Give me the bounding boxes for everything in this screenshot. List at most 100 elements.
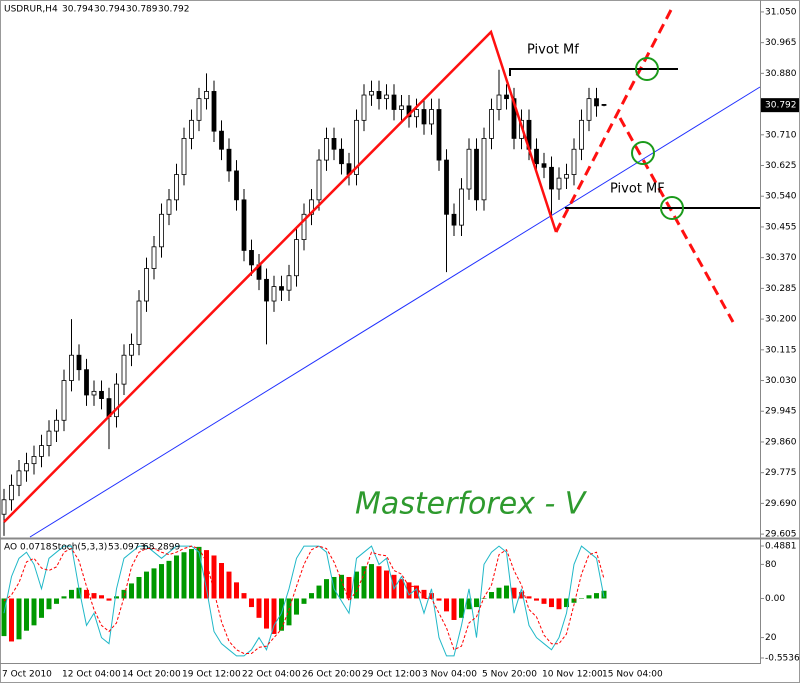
ao-bar	[421, 589, 427, 599]
ao-bar	[384, 570, 389, 599]
ao-bar	[91, 593, 97, 599]
candle-body	[466, 148, 472, 190]
y2-tick-label: 20	[765, 633, 777, 643]
stoch-line	[3, 545, 605, 657]
ao-bar	[106, 598, 112, 601]
ao-bar	[166, 560, 172, 599]
candle-body	[339, 148, 344, 165]
ao-bar	[61, 596, 67, 599]
ao-bar	[579, 598, 584, 599]
candle-body	[129, 343, 134, 356]
ohlc-high: 30.794	[94, 5, 126, 15]
x-tick-label: 7 Oct 2010	[2, 670, 52, 680]
zigzag	[3, 29, 558, 523]
ao-bar	[369, 564, 374, 599]
current-price: 30.792	[765, 101, 797, 111]
watermark: Masterforex - V	[355, 487, 588, 522]
ao-bar	[226, 571, 232, 599]
candle-body	[549, 166, 554, 190]
ao-bar	[219, 563, 224, 599]
candle-body	[541, 163, 547, 168]
candle-body	[9, 484, 14, 501]
ao-bar	[234, 582, 239, 599]
ao-bar	[24, 598, 29, 631]
candle-body	[369, 91, 374, 96]
ao-bar	[174, 555, 179, 599]
ao-bar	[189, 549, 194, 599]
candle-body	[99, 390, 104, 399]
candle-body	[391, 94, 397, 110]
ao-bar	[54, 598, 59, 604]
candle-body	[84, 369, 89, 396]
candle-body	[376, 91, 382, 100]
circle-marker	[631, 141, 655, 165]
y-tick-label: 30.880	[765, 69, 797, 79]
ao-bar	[9, 598, 14, 642]
ao-bar	[346, 576, 352, 599]
ao-bar	[519, 592, 524, 599]
circle-marker	[635, 57, 659, 81]
x-tick-label: 10 Nov 12:00	[542, 670, 603, 680]
candle-body	[24, 463, 29, 472]
candle-body	[444, 159, 449, 215]
ao-bar	[121, 589, 127, 599]
x-tick-label: 12 Oct 04:00	[62, 670, 121, 680]
candle-body	[481, 138, 487, 201]
candle-body	[399, 105, 404, 110]
candle-body	[31, 456, 37, 465]
candle-body	[189, 119, 194, 139]
ao-bar	[541, 598, 547, 604]
candle-body	[436, 109, 442, 161]
y-tick-label: 30.540	[765, 192, 797, 202]
ao-bar	[181, 552, 187, 599]
candle-body	[579, 119, 584, 150]
candle-body	[54, 419, 59, 432]
plot	[1, 69, 607, 657]
ao-bar	[249, 598, 254, 608]
candle-body	[196, 98, 202, 121]
candle-body	[429, 109, 434, 125]
candle-body	[511, 98, 517, 139]
candle-body	[586, 98, 592, 121]
candle-body	[264, 278, 269, 302]
ao-bar	[69, 589, 74, 599]
candle-body	[279, 286, 284, 291]
candle-body	[46, 430, 52, 446]
y-tick-label: 30.285	[765, 284, 797, 294]
ao-bar	[316, 585, 322, 599]
candle-body	[219, 130, 224, 150]
ao-bar	[76, 587, 82, 599]
candle-body	[211, 91, 217, 132]
symbol-title: USDRUR,H4	[4, 5, 58, 15]
ao-bar	[414, 585, 419, 599]
indicator-value: 68.2899	[143, 543, 180, 553]
annotation: Pivot Mf	[527, 43, 579, 58]
candle-body	[489, 109, 494, 139]
drawings: Pivot Mf Pivot MF Masterforex - V	[3, 7, 761, 538]
ao-bar	[459, 598, 464, 618]
y-tick-label: 30.710	[765, 130, 797, 140]
candle-body	[504, 94, 509, 100]
candle-body	[204, 91, 209, 100]
candle-body	[159, 213, 164, 248]
candle-body	[534, 148, 539, 165]
ao-bar	[436, 598, 442, 601]
ao-bar	[211, 555, 217, 599]
y-tick-label: 0.00	[765, 594, 785, 604]
ao-bar	[466, 598, 472, 610]
candle-body	[556, 177, 562, 190]
ao-bar	[489, 592, 494, 599]
candle-body	[271, 286, 277, 302]
candle-body	[69, 354, 74, 381]
ao-bar	[534, 598, 539, 601]
ohlc-low: 30.789	[126, 5, 158, 15]
candle-body	[601, 104, 607, 106]
ao-bar	[586, 595, 592, 599]
candle-body	[1, 499, 7, 515]
ao-bar	[564, 598, 569, 608]
candle-body	[121, 354, 127, 385]
y-tick-label: 30.200	[765, 315, 797, 325]
ao-bar	[114, 596, 119, 599]
ao-bar	[571, 598, 577, 603]
